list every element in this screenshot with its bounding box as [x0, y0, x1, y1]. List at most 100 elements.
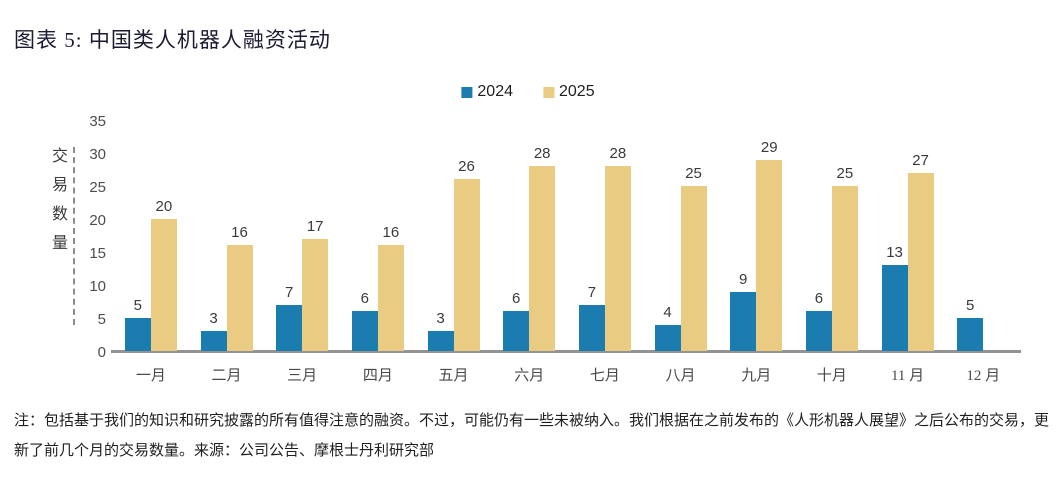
bar-2025 [226, 245, 253, 351]
bar-group: 7 17 三月 [264, 118, 340, 384]
bar-2024 [200, 331, 227, 351]
plot-area: 5 20 一月 3 16 二月 7 17 三月 6 16 四月 3 26 五月 6 28 六月 7 28 七月 4 25 八月… [111, 118, 1021, 384]
bar-2024 [805, 311, 832, 351]
bar-group: 5 20 一月 [113, 118, 189, 384]
bar-column-2025: 16 [377, 118, 404, 353]
bar-column-2025: 16 [226, 118, 253, 353]
y-tick-label: 10 [89, 278, 106, 295]
bar-group: 3 26 五月 [416, 118, 492, 384]
bar-value-label: 4 [663, 304, 672, 321]
bar-2025 [302, 239, 329, 351]
bar-2025 [604, 166, 631, 351]
x-axis-label: 11 月 [890, 368, 925, 384]
source-note: 注：包括基于我们的知识和研究披露的所有值得注意的融资。不过，可能仍有一些未被纳入… [14, 413, 1050, 459]
bar-column-2025: 26 [453, 118, 480, 353]
y-tick-label: 35 [89, 113, 106, 130]
bar-value-label: 16 [231, 224, 248, 241]
bar-group: 3 16 二月 [189, 118, 265, 384]
x-axis-label: 八月 [665, 368, 696, 384]
bar-column-2025: 17 [302, 118, 329, 353]
bar-group: 6 28 六月 [491, 118, 567, 384]
bar-2025 [756, 160, 783, 351]
y-axis-title: 交 易 数 量 [52, 148, 69, 252]
bar-2024 [730, 292, 757, 351]
bar-column-2024: 5 [124, 118, 151, 353]
bar-2024 [881, 265, 908, 351]
bar-column-2025: 28 [604, 118, 631, 353]
bar-value-label: 3 [209, 310, 218, 327]
x-axis-label: 三月 [287, 368, 318, 384]
bar-group: 9 29 九月 [718, 118, 794, 384]
bar-value-label: 28 [533, 145, 551, 162]
bar-2025 [529, 166, 556, 351]
bar-value-label: 20 [155, 198, 173, 215]
bar-column-2024: 9 [730, 118, 757, 353]
bar-value-label: 13 [886, 244, 903, 261]
bar-2024 [503, 311, 530, 351]
bar-2024 [427, 331, 454, 351]
bar-column-2025: 20 [150, 118, 177, 353]
bar-value-label: 29 [760, 139, 778, 156]
legend-label: 2024 [477, 83, 513, 100]
x-axis-label: 十月 [816, 368, 847, 384]
bar-2025 [907, 173, 934, 351]
bar-group: 13 27 11 月 [870, 118, 946, 384]
bar-value-label: 25 [836, 165, 854, 182]
bar-value-label: 5 [133, 297, 142, 314]
bar-2024 [276, 305, 303, 351]
bar-value-label: 7 [285, 284, 294, 301]
bar-value-label: 6 [360, 290, 370, 307]
bar-group: 4 25 八月 [643, 118, 719, 384]
y-axis-dashed-guide [73, 147, 75, 325]
legend-item-2025: 2025 [543, 83, 595, 101]
bar-value-label: 25 [685, 165, 702, 182]
bar-2025 [377, 245, 404, 351]
bar-value-label: 26 [458, 158, 475, 175]
bar-value-label: 28 [609, 145, 627, 162]
x-axis-line [111, 350, 1021, 353]
y-tick-label: 0 [97, 344, 106, 361]
chart-title: 图表 5: 中国类人机器人融资活动 [14, 28, 331, 52]
x-axis-label: 六月 [514, 368, 545, 384]
bar-value-label: 27 [912, 152, 929, 169]
bar-2024 [351, 311, 378, 351]
bar-column-2024: 13 [881, 118, 908, 353]
bar-value-label: 16 [382, 224, 400, 241]
chart-legend: 2024 2025 [461, 83, 595, 101]
legend-swatch-icon [461, 86, 473, 98]
bar-2024 [578, 305, 605, 351]
bar-2025 [150, 219, 177, 351]
x-axis-label: 四月 [362, 368, 393, 384]
bar-column-2024: 4 [654, 118, 681, 353]
bar-2025 [453, 179, 480, 351]
bar-column-2024: 3 [427, 118, 454, 353]
bar-value-label: 5 [966, 297, 975, 314]
bar-column-2025 [983, 118, 1009, 353]
bar-column-2025: 27 [907, 118, 934, 353]
bar-2025 [831, 186, 858, 351]
x-axis-label: 一月 [135, 368, 166, 384]
bar-group: 5 12 月 [945, 118, 1021, 384]
x-axis-label: 五月 [438, 368, 469, 384]
bar-value-label: 6 [512, 290, 521, 307]
bar-group: 7 28 七月 [567, 118, 643, 384]
bar-value-label: 3 [436, 310, 445, 327]
bar-value-label: 9 [739, 271, 748, 288]
y-tick-label: 5 [97, 311, 106, 328]
bar-column-2024: 5 [957, 118, 984, 353]
x-axis-label: 七月 [589, 368, 620, 384]
bar-value-label: 7 [587, 284, 597, 301]
bar-column-2024: 7 [276, 118, 303, 353]
bar-group: 6 16 四月 [340, 118, 416, 384]
bar-column-2025: 28 [529, 118, 556, 353]
bar-value-label: 6 [814, 290, 824, 307]
bar-2025 [680, 186, 707, 351]
bar-group: 6 25 十月 [794, 118, 870, 384]
bar-column-2025: 29 [756, 118, 783, 353]
bar-column-2024: 7 [578, 118, 605, 353]
bar-column-2025: 25 [831, 118, 858, 353]
legend-swatch-icon [543, 86, 554, 98]
x-axis-label: 12 月 [966, 368, 1001, 384]
bar-value-label: 17 [306, 218, 324, 235]
